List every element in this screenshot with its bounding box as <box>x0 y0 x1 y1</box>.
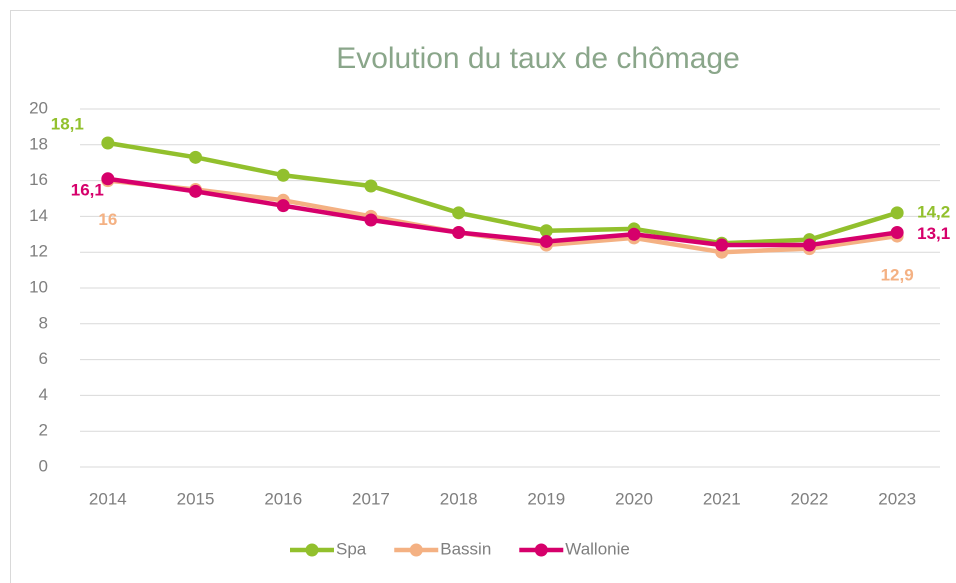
value-label: 16,1 <box>71 180 104 199</box>
chart-border <box>10 10 956 583</box>
point-marker <box>890 226 904 240</box>
value-label: 12,9 <box>881 266 914 285</box>
y-tick-label: 18 <box>29 134 48 153</box>
x-tick-label: 2019 <box>527 489 565 508</box>
y-tick-label: 10 <box>29 277 48 296</box>
value-label: 14,2 <box>917 202 950 221</box>
point-marker <box>890 206 904 220</box>
x-tick-label: 2023 <box>878 489 916 508</box>
point-marker <box>715 238 729 252</box>
series-line <box>107 176 898 248</box>
point-marker <box>364 179 378 193</box>
x-tick-label: 2017 <box>352 489 390 508</box>
point-marker <box>452 206 466 220</box>
y-tick-label: 4 <box>39 385 48 404</box>
point-marker <box>539 234 553 248</box>
x-tick-label: 2021 <box>703 489 741 508</box>
point-marker <box>627 227 641 241</box>
y-tick-label: 20 <box>29 98 48 117</box>
point-marker <box>101 136 115 150</box>
y-tick-label: 16 <box>29 170 48 189</box>
point-marker <box>101 172 115 186</box>
point-marker <box>452 226 466 240</box>
series-line <box>107 140 898 246</box>
value-label: 16 <box>98 210 117 229</box>
x-tick-label: 2015 <box>177 489 215 508</box>
legend-label: Spa <box>336 539 367 558</box>
chart-title: Evolution du taux de chômage <box>336 42 740 75</box>
point-marker <box>189 150 203 164</box>
y-tick-label: 14 <box>29 206 48 225</box>
point-marker <box>276 199 290 213</box>
y-tick-label: 8 <box>39 313 48 332</box>
legend-marker <box>409 543 423 557</box>
point-marker <box>276 168 290 182</box>
x-tick-label: 2018 <box>440 489 478 508</box>
value-label: 18,1 <box>51 114 84 133</box>
x-tick-label: 2014 <box>89 489 127 508</box>
legend-label: Wallonie <box>565 539 630 558</box>
value-label: 13,1 <box>917 224 950 243</box>
point-marker <box>802 238 816 252</box>
point-marker <box>189 184 203 198</box>
legend-marker <box>534 543 548 557</box>
point-marker <box>539 224 553 238</box>
y-tick-label: 2 <box>39 421 48 440</box>
x-tick-label: 2020 <box>615 489 653 508</box>
y-tick-label: 12 <box>29 242 48 261</box>
x-tick-label: 2022 <box>791 489 829 508</box>
x-tick-label: 2016 <box>264 489 302 508</box>
legend-label: Bassin <box>440 539 491 558</box>
y-tick-label: 0 <box>39 456 48 475</box>
y-tick-label: 6 <box>39 349 48 368</box>
point-marker <box>364 213 378 227</box>
legend-marker <box>305 543 319 557</box>
